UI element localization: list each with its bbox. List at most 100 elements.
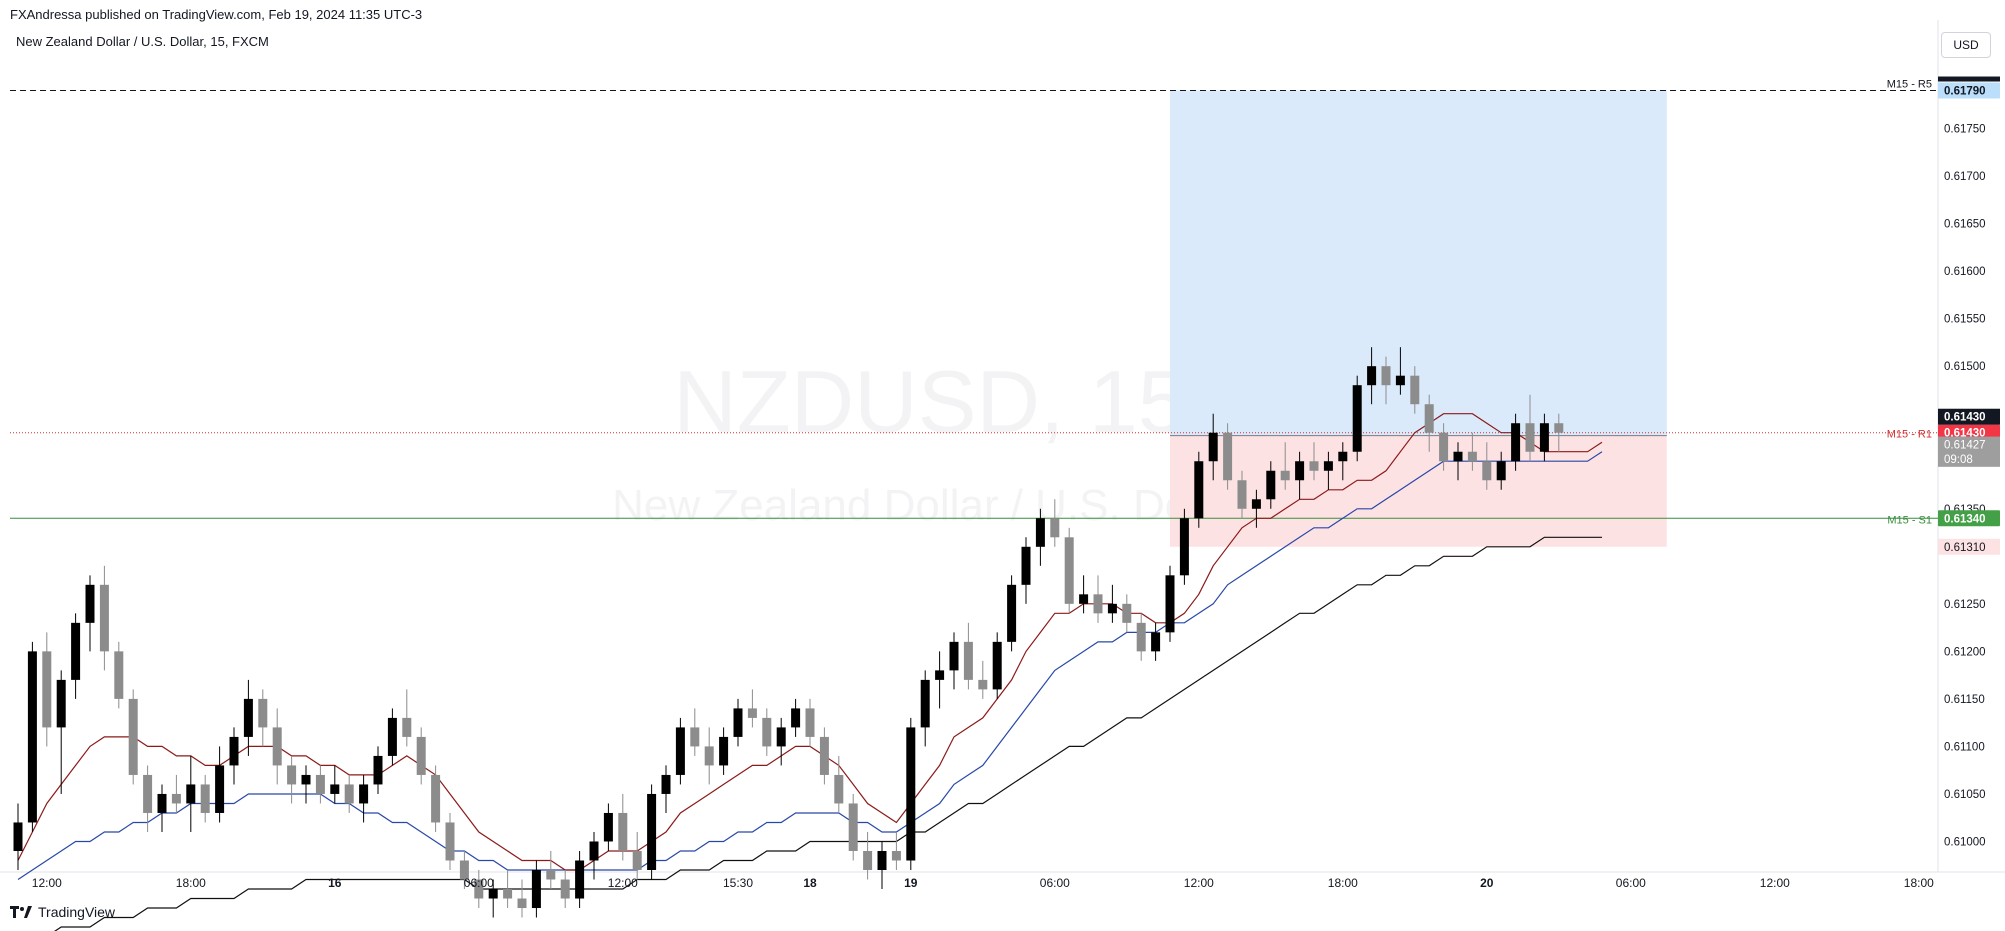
candle-body — [1410, 375, 1420, 405]
candle-body — [1050, 518, 1060, 538]
price-label-2: 0.61427 — [1944, 440, 1986, 452]
candle-body — [1338, 451, 1348, 462]
candle-body — [157, 793, 167, 813]
candle-body — [949, 641, 959, 671]
candle-body — [13, 822, 23, 851]
candle-body — [935, 670, 945, 680]
level-name-2: M15 - R1 — [1887, 429, 1932, 441]
candle-body — [992, 641, 1002, 690]
candle-body — [402, 717, 412, 737]
candle-body — [978, 679, 988, 690]
candle-body — [1237, 480, 1247, 509]
candle-body — [704, 746, 714, 766]
candle-body — [258, 698, 268, 728]
candle-body — [661, 774, 671, 794]
candle-body — [243, 698, 253, 737]
candles-group — [13, 347, 1564, 918]
time-tick-label-12: 20 — [1480, 876, 1494, 890]
candle-body — [359, 784, 369, 804]
candle-body — [877, 850, 887, 870]
tradingview-brand-label: TradingView — [38, 904, 116, 920]
candle-body — [128, 698, 138, 775]
candle-body — [1539, 423, 1549, 452]
candle-body — [1251, 499, 1261, 509]
candle-body — [863, 850, 873, 870]
price-label-box-4 — [1938, 538, 2000, 555]
candle-body — [431, 774, 441, 823]
level-price-box-1 — [1938, 82, 2000, 99]
candle-body — [632, 850, 642, 870]
candle-body — [647, 793, 657, 870]
candle-body — [1482, 461, 1492, 481]
candle-body — [1352, 385, 1362, 452]
candle-body — [1367, 366, 1377, 386]
moving-average-slow — [54, 536, 1602, 931]
candle-body — [560, 879, 570, 899]
candle-body — [387, 717, 397, 756]
price-label-4: 0.61310 — [1944, 542, 1986, 554]
candle-body — [1280, 470, 1290, 481]
candle-body — [1179, 518, 1189, 576]
candle-body — [1525, 423, 1535, 452]
price-tick-label-6: 0.61500 — [1944, 361, 1986, 373]
time-tick-label-13: 06:00 — [1616, 876, 1646, 890]
r5-marker-bar — [1938, 76, 2000, 82]
candle-body — [618, 812, 628, 851]
candle-body — [747, 708, 757, 718]
publisher-line: FXAndressa published on TradingView.com,… — [10, 7, 423, 22]
candle-body — [1266, 470, 1276, 500]
candle-body — [762, 717, 772, 747]
candle-body — [1496, 461, 1506, 481]
watermark-name: New Zealand Dollar / U.S. Dollar — [612, 481, 1248, 530]
candle-body — [776, 727, 786, 747]
price-tick-label-14: 0.61000 — [1944, 836, 1986, 848]
price-label-box-1 — [1938, 408, 2000, 425]
currency-selector[interactable]: USD — [1941, 32, 1991, 58]
time-tick-label-6: 15:30 — [723, 876, 753, 890]
price-tick-label-1: 0.61750 — [1944, 124, 1986, 136]
symbol-legend[interactable]: New Zealand Dollar / U.S. Dollar, 15, FX… — [16, 34, 269, 49]
candle-body — [301, 774, 311, 785]
time-tick-label-9: 06:00 — [1040, 876, 1070, 890]
candle-body — [1511, 423, 1521, 462]
candle-body — [85, 584, 95, 623]
price-tick-label-5: 0.61550 — [1944, 314, 1986, 326]
moving-average-mid — [17, 451, 1603, 881]
time-tick-label-7: 18 — [803, 876, 817, 890]
price-label-3: 09:08 — [1944, 454, 1973, 466]
candle-body — [503, 889, 513, 899]
candle-body — [603, 812, 613, 842]
candle-body — [459, 860, 469, 880]
candle-body — [488, 889, 498, 899]
candle-body — [416, 736, 426, 775]
candle-body — [1165, 575, 1175, 633]
watermark-ticker: NZDUSD, 15 — [673, 352, 1186, 451]
candle-body — [1381, 366, 1391, 386]
candle-body — [805, 708, 815, 737]
candle-body — [1035, 518, 1045, 547]
candle-body — [733, 708, 743, 737]
candle-body — [891, 850, 901, 861]
candle-body — [1107, 603, 1117, 614]
candle-body — [531, 870, 541, 909]
candle-body — [1122, 603, 1132, 623]
candle-body — [1453, 451, 1463, 462]
time-tick-label-14: 12:00 — [1760, 876, 1790, 890]
candle-body — [1208, 432, 1218, 462]
candle-body — [287, 765, 297, 785]
price-tick-label-12: 0.61100 — [1944, 741, 1985, 753]
time-tick-label-11: 18:00 — [1328, 876, 1358, 890]
time-tick-label-15: 18:00 — [1904, 876, 1934, 890]
candle-body — [1136, 622, 1146, 652]
level-name-3: M15 - S1 — [1887, 514, 1932, 526]
candle-body — [819, 736, 829, 775]
candle-body — [56, 679, 66, 728]
candle-body — [719, 736, 729, 766]
candle-body — [517, 898, 527, 909]
candle-body — [589, 841, 599, 861]
candle-body — [1151, 632, 1161, 652]
candle-body — [42, 651, 52, 728]
candle-body — [27, 651, 37, 823]
price-tick-label-3: 0.61650 — [1944, 219, 1986, 231]
